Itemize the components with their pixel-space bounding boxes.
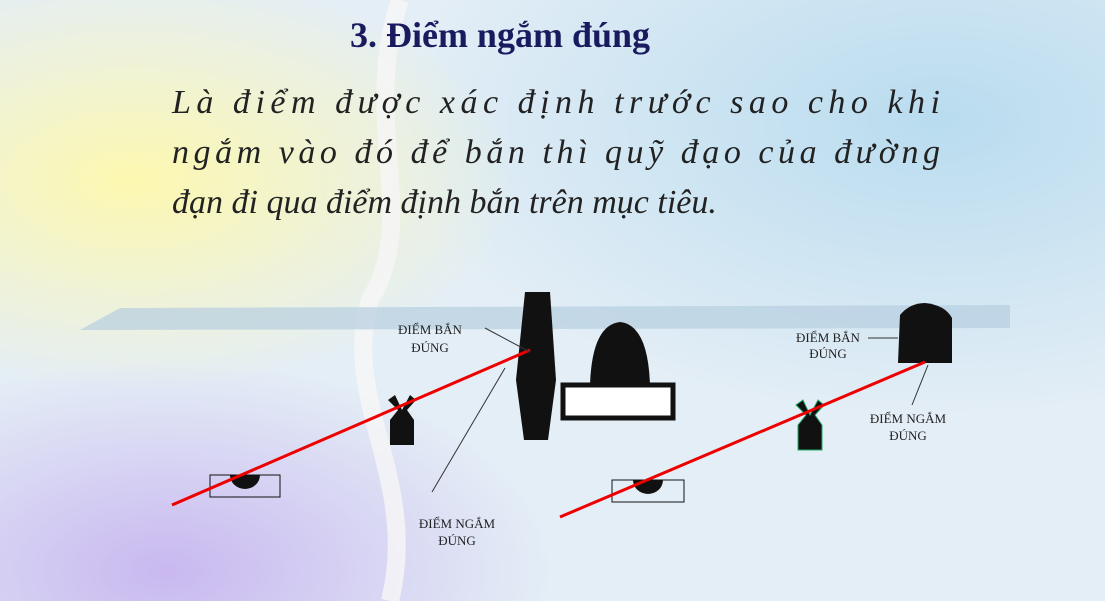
body-line: ngắm vào đó để bắn thì quỹ đạo của đường bbox=[172, 134, 940, 171]
trajectory bbox=[559, 360, 926, 519]
front-sight bbox=[388, 395, 416, 445]
trajectory bbox=[171, 348, 531, 507]
body-line: Là điểm được xác định trước sao cho khi bbox=[171, 84, 940, 121]
label: ĐÚNG bbox=[889, 428, 927, 443]
diagram: ĐIỂM BẮN ĐÚNG ĐIỂM NGẮM ĐÚNG bbox=[559, 303, 952, 519]
label: ĐÚNG bbox=[438, 533, 476, 548]
target-box bbox=[560, 382, 676, 421]
diagram: ĐIỂM BẮN ĐÚNG ĐIỂM NGẮM ĐÚNG bbox=[171, 292, 676, 548]
target-tall bbox=[516, 292, 556, 440]
label: ĐIỂM NGẮM bbox=[419, 516, 496, 531]
title: 3. Điểm ngắm đúng bbox=[350, 15, 650, 55]
label: ĐIỂM BẮN bbox=[796, 330, 861, 345]
pointer bbox=[431, 367, 506, 493]
rear-sight-notch bbox=[230, 475, 260, 489]
label: ĐIỂM NGẮM bbox=[870, 411, 947, 426]
label: ĐIỂM BẮN bbox=[398, 322, 463, 337]
pointer bbox=[911, 364, 929, 406]
label: ĐÚNG bbox=[411, 340, 449, 355]
body-line: đạn đi qua điểm định bắn trên mục tiêu. bbox=[172, 184, 717, 221]
target-head bbox=[590, 322, 650, 385]
decor-curve bbox=[354, 0, 409, 601]
target-head bbox=[898, 303, 952, 363]
front-sight bbox=[795, 399, 825, 451]
label: ĐÚNG bbox=[809, 346, 847, 361]
pointer bbox=[484, 327, 531, 353]
